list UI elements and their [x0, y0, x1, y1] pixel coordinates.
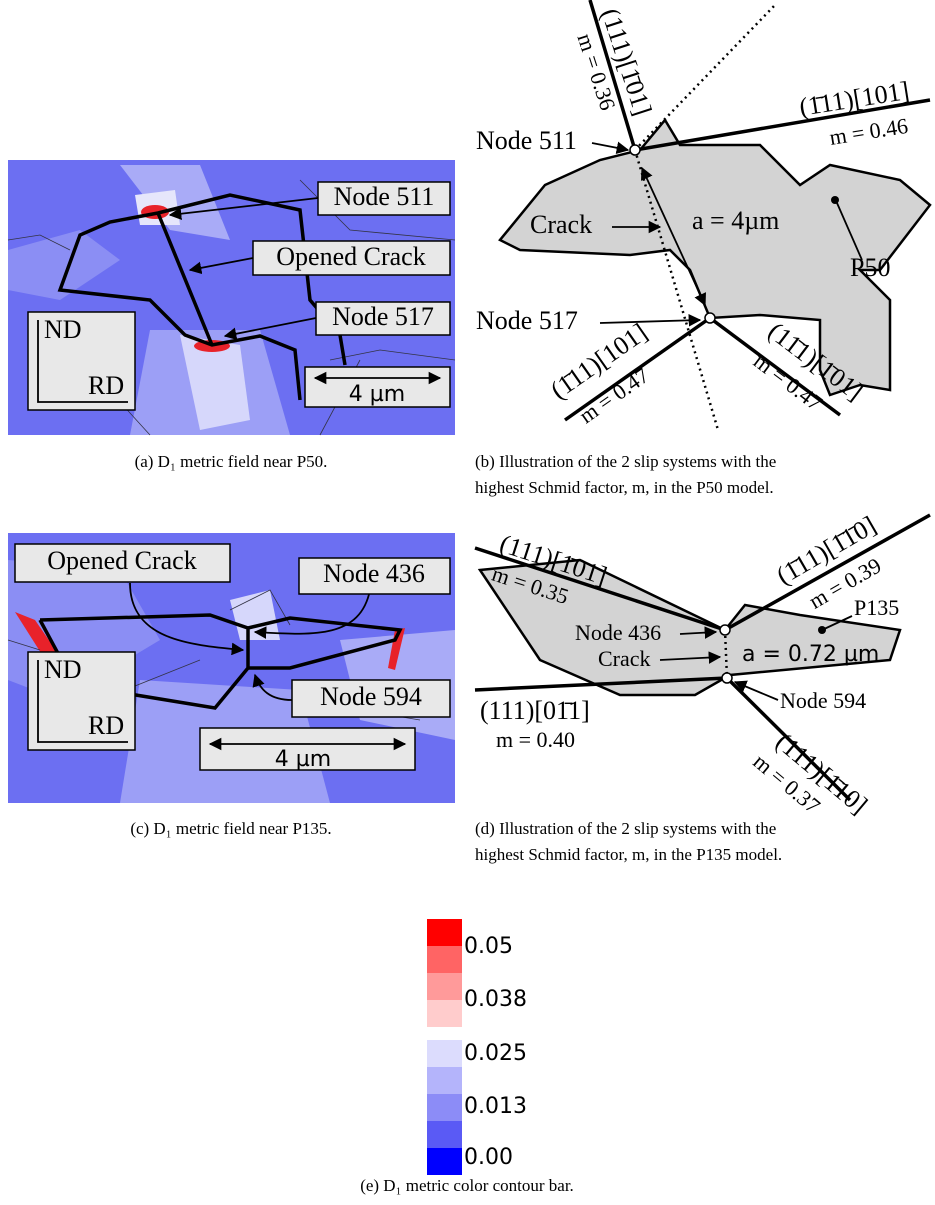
axis-box — [27, 651, 136, 751]
field-patch — [180, 335, 250, 430]
label: Crack — [530, 210, 592, 239]
arrow — [223, 317, 317, 340]
slip-line — [708, 316, 842, 417]
colorbar: 0.05 0.038 0.025 0.013 0.00 — [427, 919, 527, 1175]
label: m = 0.46 — [828, 113, 910, 150]
panel-a: Node 511 Opened Crack Node 517 ND RD 4 µ… — [7, 160, 456, 436]
arrow — [129, 582, 245, 656]
hotspot — [388, 628, 405, 670]
arrow — [168, 197, 319, 220]
label-box — [317, 181, 451, 216]
arrow — [252, 673, 293, 701]
color-swatch — [427, 1040, 462, 1067]
scale-label: 4 µm — [275, 747, 331, 772]
color-swatch — [427, 919, 462, 946]
label: a = 4µm — [692, 206, 779, 235]
axis-lines — [37, 660, 128, 743]
label: Node 517 — [476, 306, 578, 335]
node — [704, 312, 716, 324]
caption: highest Schmid factor, m, in the P50 mod… — [475, 478, 774, 497]
label: m = 0.40 — [496, 727, 575, 752]
label: a = 0.72 µm — [742, 642, 879, 667]
slip-line — [474, 676, 728, 692]
panel-c: Opened Crack Node 436 Node 594 ND RD 4 µ… — [7, 533, 455, 803]
grain-boundary — [7, 179, 456, 436]
label-box — [14, 543, 231, 583]
label: Opened Crack — [276, 242, 425, 271]
label: Node 511 — [476, 126, 577, 155]
colorbar-label: 0.013 — [464, 1094, 527, 1119]
caption: (b) Illustration of the 2 slip systems w… — [475, 452, 776, 471]
colorbar-label: 0.00 — [464, 1145, 513, 1170]
slip-line — [563, 316, 712, 422]
label: Node 436 — [575, 620, 661, 645]
leader — [821, 615, 853, 631]
arrow — [188, 257, 254, 275]
node — [629, 144, 641, 156]
label: Node 511 — [334, 182, 435, 211]
arrow — [253, 589, 371, 639]
label: (111)[01̄1] — [480, 696, 590, 725]
label: Crack — [598, 646, 651, 671]
label: Opened Crack — [47, 546, 196, 575]
colorbar-label: 0.038 — [464, 987, 527, 1012]
label-box — [298, 557, 451, 595]
axis-lines — [37, 320, 128, 403]
color-swatch — [427, 973, 462, 1000]
panel-d: (111)[1̄01] m = 0.35 (1̄11)[1̄1̄0] m = 0… — [474, 510, 931, 820]
crack-outline — [38, 613, 403, 710]
arrow — [659, 651, 722, 664]
dotted-line — [723, 629, 729, 679]
label-box — [252, 240, 451, 276]
label: Node 594 — [780, 688, 866, 713]
colorbar-label: 0.05 — [464, 934, 513, 959]
arrow — [679, 626, 718, 639]
node — [719, 624, 731, 636]
panel-b: Node 511 Node 517 Crack a = 4µm P50 (111… — [476, 0, 932, 431]
color-swatch — [427, 1148, 462, 1175]
field-patch — [8, 230, 120, 300]
axis-label: RD — [88, 371, 124, 400]
arrow — [733, 680, 779, 701]
label: Node 594 — [320, 682, 422, 711]
slip-line — [474, 546, 726, 632]
label: P135 — [854, 595, 899, 620]
label: Node 517 — [332, 302, 434, 331]
color-swatch — [427, 1094, 462, 1121]
axis-label: ND — [44, 655, 82, 684]
scale-label: 4 µm — [349, 382, 405, 407]
slip-line — [634, 98, 931, 152]
arrow — [591, 141, 630, 155]
color-swatch — [427, 1121, 462, 1148]
color-swatch — [427, 1067, 462, 1094]
caption: (a) D₁ metric field near P50. — [135, 452, 328, 471]
axis-label: RD — [88, 711, 124, 740]
color-swatch — [427, 946, 462, 973]
caption: highest Schmid factor, m, in the P135 mo… — [475, 845, 782, 864]
axis-box — [27, 311, 136, 411]
grain-polygon — [498, 117, 932, 397]
node — [721, 672, 733, 684]
axis-label: ND — [44, 315, 82, 344]
slip-line — [588, 0, 637, 151]
arrow — [599, 314, 702, 327]
caption: (e) D₁ metric color contour bar. — [360, 1176, 574, 1195]
label-box — [291, 679, 451, 718]
point — [831, 196, 839, 204]
crack-length-arrow — [641, 166, 706, 307]
grain-boundary — [7, 589, 421, 721]
caption: (d) Illustration of the 2 slip systems w… — [475, 819, 776, 838]
color-swatch — [427, 1000, 462, 1027]
label-box — [315, 301, 451, 336]
slip-line — [725, 676, 852, 802]
caption: (c) D₁ metric field near P135. — [130, 819, 331, 838]
colorbar-label: 0.025 — [464, 1041, 527, 1066]
slip-line — [724, 513, 931, 632]
leader — [836, 202, 863, 261]
grain-polygon — [477, 558, 902, 697]
label: P50 — [850, 253, 890, 282]
label: Node 436 — [323, 559, 425, 588]
